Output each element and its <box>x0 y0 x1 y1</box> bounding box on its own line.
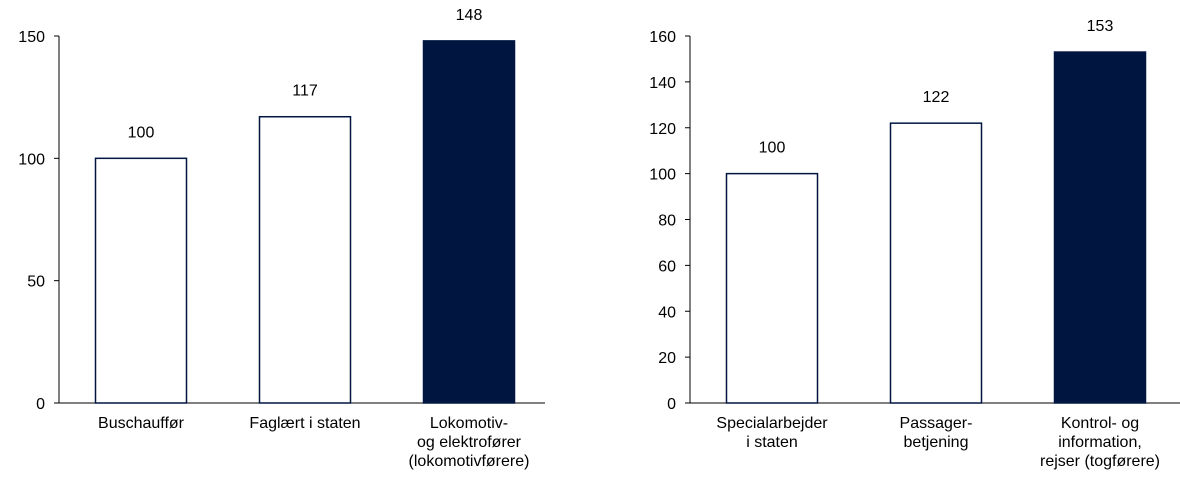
x-category-label: betjening <box>904 434 969 451</box>
y-tick-label: 120 <box>649 121 676 138</box>
bar-value-label: 148 <box>456 7 483 24</box>
bar <box>889 122 983 404</box>
x-category-label: Buschauffør <box>98 415 185 432</box>
x-category-label: i staten <box>746 434 798 451</box>
y-tick-label: 50 <box>27 274 45 291</box>
x-category-label: rejser (togførere) <box>1040 453 1160 470</box>
bar-value-label: 100 <box>128 124 155 141</box>
y-tick-label: 140 <box>649 75 676 92</box>
y-tick-label: 100 <box>649 167 676 184</box>
x-category-label: (lokomotivførere) <box>409 453 530 470</box>
x-category-label: Kontrol- og <box>1061 415 1139 432</box>
y-tick-label: 40 <box>658 304 676 321</box>
y-tick-label: 0 <box>36 396 45 413</box>
chart-bus-vs-locomotive: 0 50 100 150 100 Buschauffør 117 Faglært i stat… <box>18 7 545 470</box>
bar <box>725 172 819 404</box>
y-tick-label: 80 <box>658 213 676 230</box>
chart-passenger-vs-train-conductor: 0 20 40 60 80 100 120 140 160 100 Specialarbejder i… <box>649 18 1180 470</box>
x-category-label: og elektrofører <box>417 434 522 451</box>
y-tick-label: 100 <box>18 151 45 168</box>
bar <box>1053 51 1147 404</box>
y-tick-label: 160 <box>649 29 676 46</box>
bar <box>422 40 516 404</box>
x-category-label: information, <box>1058 434 1142 451</box>
bar <box>258 115 352 404</box>
x-category-label: Passager- <box>900 415 973 432</box>
y-tick-label: 60 <box>658 258 676 275</box>
bar-value-label: 122 <box>923 89 950 106</box>
y-tick-label: 20 <box>658 350 676 367</box>
y-tick-label: 150 <box>18 29 45 46</box>
bar-value-label: 100 <box>759 140 786 157</box>
y-tick-label: 0 <box>667 396 676 413</box>
bar <box>94 157 188 404</box>
x-category-label: Lokomotiv- <box>430 415 508 432</box>
bar-value-label: 153 <box>1087 18 1114 35</box>
x-category-label: Faglært i staten <box>249 415 360 432</box>
bar-value-label: 117 <box>292 83 318 100</box>
x-category-label: Specialarbejder <box>716 415 828 432</box>
